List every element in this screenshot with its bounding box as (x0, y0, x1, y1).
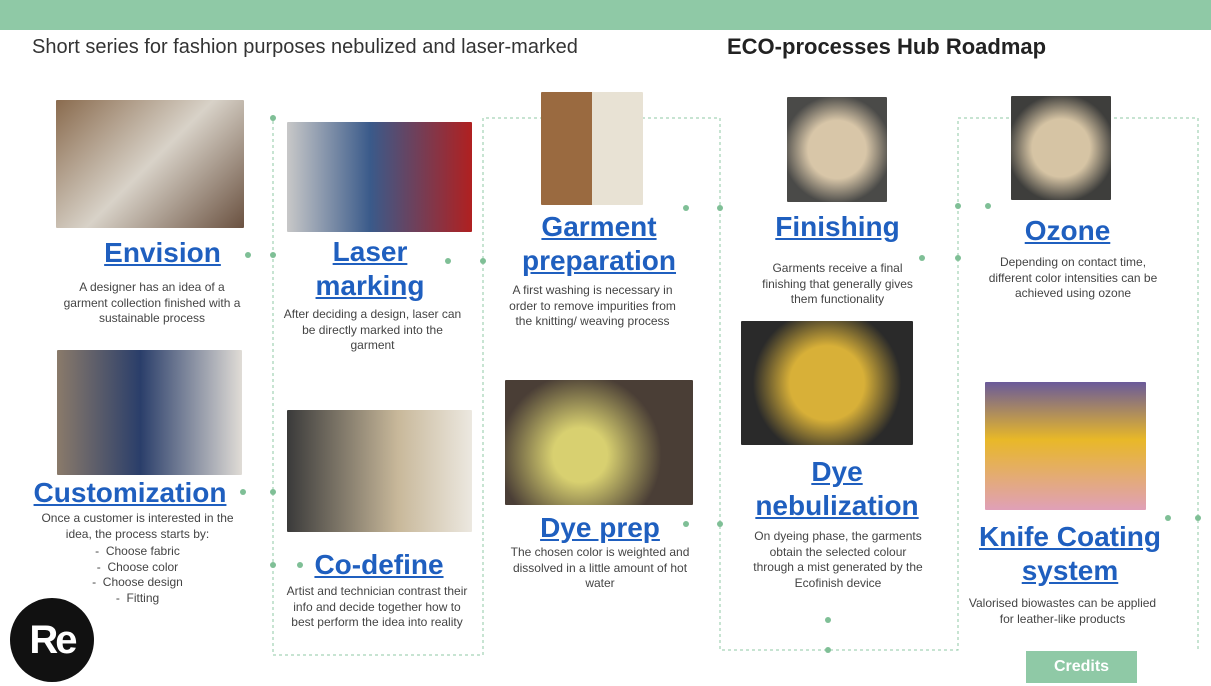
step-text: The chosen color is weighted and dissolv… (510, 545, 690, 591)
step-text: Valorised biowastes can be applied for l… (968, 596, 1157, 626)
step-title: Dye nebulization (755, 456, 919, 521)
step-title: Finishing (775, 211, 900, 242)
item-text: Choose design (102, 575, 183, 590)
photo (541, 92, 643, 205)
step-title: Dye prep (540, 512, 660, 543)
step-text: After deciding a design, laser can be di… (283, 307, 462, 353)
step-title: Ozone (1024, 215, 1111, 246)
step-text: On dyeing phase, the garments obtain the… (753, 529, 923, 590)
step-text: Once a customer is interested in the ide… (41, 511, 234, 541)
step-text: A designer has an idea of a garment coll… (63, 280, 241, 326)
top-bar (0, 0, 1211, 30)
step-title: Envision (104, 237, 221, 268)
item-text: Fitting (126, 590, 160, 605)
subtitle: Short series for fashion purposes nebuli… (32, 36, 578, 58)
photo (56, 100, 244, 228)
step-text: A first washing is necessary in order to… (509, 283, 676, 329)
list-item: - Fitting (115, 590, 160, 605)
list-item: - Choose design (92, 575, 183, 590)
list-item: - Choose color (96, 559, 179, 574)
credits-button[interactable]: Credits (1026, 651, 1137, 683)
step-title: Garment preparation (521, 211, 677, 276)
step-list: - Choose fabric - Choose color - Choose … (40, 544, 235, 606)
photo (985, 382, 1146, 510)
step-body: Once a customer is interested in the ide… (40, 511, 235, 607)
photo (505, 380, 693, 505)
photo (57, 350, 242, 475)
step-title: Knife Coating system (979, 521, 1161, 586)
photo (787, 97, 887, 202)
item-text: Choose color (107, 559, 179, 574)
photo (741, 321, 913, 445)
connector-dots (240, 115, 1201, 653)
list-item: - Choose fabric (95, 544, 180, 559)
title: ECO-processes Hub Roadmap (727, 34, 1047, 59)
step-title: Co-define (314, 549, 444, 580)
step-title: Customization (33, 477, 227, 508)
step-title: Laser marking (315, 236, 425, 301)
item-text: Choose fabric (105, 544, 180, 559)
photo (287, 410, 472, 532)
step-text: Artist and technician contrast their inf… (286, 584, 468, 630)
photo (287, 122, 472, 232)
step-text: Garments receive a final finishing that … (762, 261, 913, 307)
logo: Re (10, 598, 94, 682)
photo (1011, 96, 1111, 200)
step-text: Depending on contact time, different col… (988, 255, 1158, 301)
